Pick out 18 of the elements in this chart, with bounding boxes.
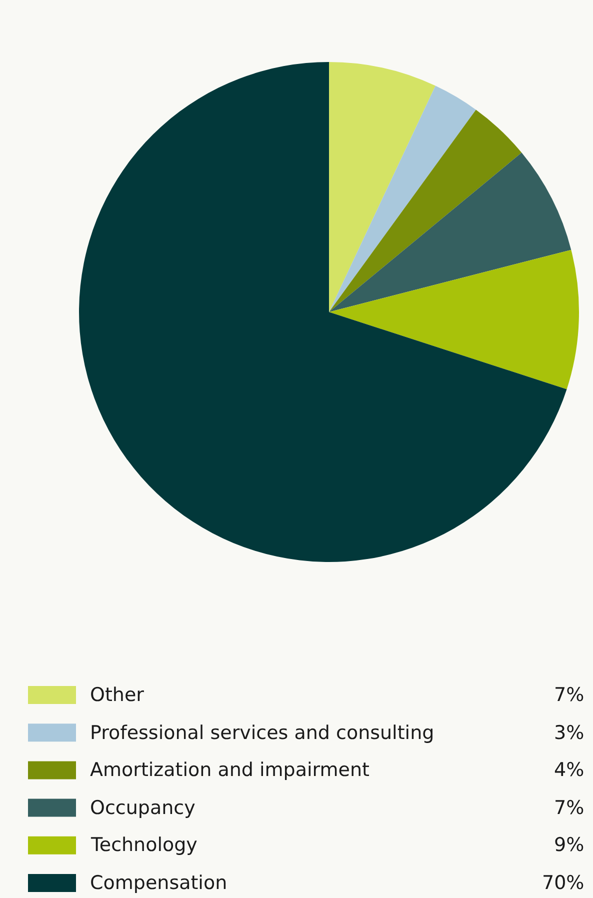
legend-label: Professional services and consulting — [90, 722, 434, 744]
legend-label: Technology — [90, 834, 198, 856]
pie-slice — [329, 250, 579, 390]
legend-label: Other — [90, 684, 144, 706]
legend-label: Compensation — [90, 872, 228, 894]
data-label: 7% — [554, 684, 584, 706]
data-label: 3% — [554, 722, 584, 744]
pie-slice — [329, 110, 522, 312]
pie-slice — [329, 152, 572, 312]
legend-label: Amortization and impairment — [90, 759, 370, 781]
data-label: 9% — [554, 834, 584, 856]
pie-slice — [329, 86, 476, 312]
pie-slice — [79, 62, 567, 562]
data-label: 70% — [542, 872, 584, 894]
data-label: 7% — [554, 797, 584, 819]
legend-label: Occupancy — [90, 797, 196, 819]
data-label: 4% — [554, 759, 584, 781]
pie-slice — [329, 62, 436, 312]
